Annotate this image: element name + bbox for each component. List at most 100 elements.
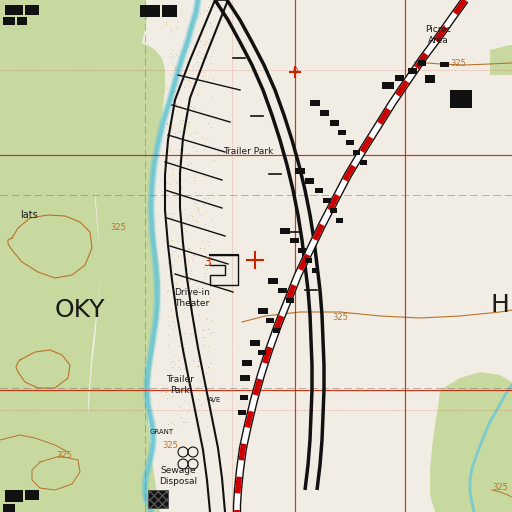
Point bbox=[195, 284, 203, 292]
Point bbox=[207, 52, 216, 60]
Point bbox=[183, 255, 191, 264]
Point bbox=[181, 176, 189, 184]
Point bbox=[164, 259, 172, 267]
Point bbox=[205, 237, 213, 245]
Point bbox=[193, 128, 201, 136]
Point bbox=[196, 8, 204, 16]
Point bbox=[201, 272, 209, 280]
Text: Trailer Park: Trailer Park bbox=[223, 147, 273, 157]
Point bbox=[207, 391, 216, 399]
Point bbox=[163, 288, 172, 296]
Bar bbox=[273, 328, 280, 333]
Point bbox=[166, 271, 174, 279]
Point bbox=[165, 52, 174, 60]
Point bbox=[200, 340, 208, 349]
Text: Trailer
Park: Trailer Park bbox=[166, 375, 194, 395]
Point bbox=[201, 220, 209, 228]
Point bbox=[186, 210, 195, 219]
Point bbox=[199, 277, 207, 285]
Point bbox=[206, 301, 214, 309]
Point bbox=[175, 156, 183, 164]
Bar bbox=[305, 178, 314, 184]
Bar bbox=[310, 100, 320, 106]
Point bbox=[197, 277, 205, 285]
Point bbox=[198, 30, 206, 38]
Point bbox=[193, 217, 201, 225]
Point bbox=[196, 377, 204, 385]
Point bbox=[166, 100, 174, 109]
Point bbox=[208, 257, 216, 265]
Point bbox=[208, 174, 217, 182]
Point bbox=[179, 205, 187, 213]
Point bbox=[167, 270, 176, 279]
Polygon shape bbox=[88, 42, 165, 512]
Bar bbox=[346, 140, 354, 145]
Bar bbox=[336, 218, 343, 223]
Point bbox=[201, 316, 209, 325]
Point bbox=[202, 369, 210, 377]
Point bbox=[198, 133, 206, 141]
Bar bbox=[240, 375, 250, 381]
Point bbox=[180, 304, 188, 312]
Point bbox=[168, 122, 176, 130]
Point bbox=[191, 300, 199, 308]
Point bbox=[210, 424, 219, 432]
Point bbox=[208, 352, 217, 360]
Point bbox=[193, 58, 201, 66]
Point bbox=[188, 103, 197, 112]
Point bbox=[205, 329, 214, 337]
Point bbox=[194, 206, 202, 214]
Point bbox=[173, 23, 181, 31]
Point bbox=[177, 306, 185, 314]
Point bbox=[177, 413, 185, 421]
Point bbox=[186, 131, 194, 139]
Point bbox=[179, 116, 187, 124]
Point bbox=[162, 219, 170, 227]
Bar bbox=[148, 490, 168, 508]
Point bbox=[177, 338, 185, 347]
Point bbox=[170, 247, 178, 255]
Point bbox=[189, 356, 198, 365]
Point bbox=[196, 424, 204, 433]
Point bbox=[189, 135, 198, 143]
Point bbox=[209, 46, 218, 54]
Point bbox=[165, 241, 173, 249]
Text: Picnic
Area: Picnic Area bbox=[425, 25, 451, 45]
Point bbox=[161, 391, 169, 399]
Point bbox=[199, 382, 207, 390]
Point bbox=[174, 252, 182, 260]
Point bbox=[179, 146, 187, 155]
Point bbox=[175, 126, 183, 135]
Point bbox=[173, 410, 181, 418]
Point bbox=[165, 261, 174, 269]
Point bbox=[202, 38, 210, 47]
Point bbox=[166, 32, 175, 40]
Point bbox=[194, 204, 202, 212]
Point bbox=[195, 209, 203, 218]
Point bbox=[185, 97, 193, 105]
Bar bbox=[268, 278, 278, 284]
Point bbox=[206, 19, 215, 27]
Text: 325: 325 bbox=[492, 482, 508, 492]
Point bbox=[186, 78, 194, 86]
Point bbox=[183, 154, 191, 162]
Point bbox=[195, 341, 203, 349]
Point bbox=[162, 82, 170, 91]
Text: 325: 325 bbox=[332, 313, 348, 323]
Point bbox=[200, 172, 208, 180]
Point bbox=[204, 119, 212, 127]
Point bbox=[184, 161, 193, 169]
Point bbox=[190, 139, 199, 147]
Point bbox=[185, 118, 193, 126]
Point bbox=[209, 399, 218, 407]
Point bbox=[165, 87, 174, 95]
Point bbox=[167, 250, 175, 259]
Point bbox=[169, 175, 178, 183]
Bar bbox=[258, 308, 268, 314]
Point bbox=[188, 250, 197, 259]
Point bbox=[168, 213, 176, 221]
Point bbox=[190, 129, 198, 137]
Point bbox=[179, 397, 187, 405]
Point bbox=[163, 420, 172, 428]
Point bbox=[207, 22, 216, 30]
